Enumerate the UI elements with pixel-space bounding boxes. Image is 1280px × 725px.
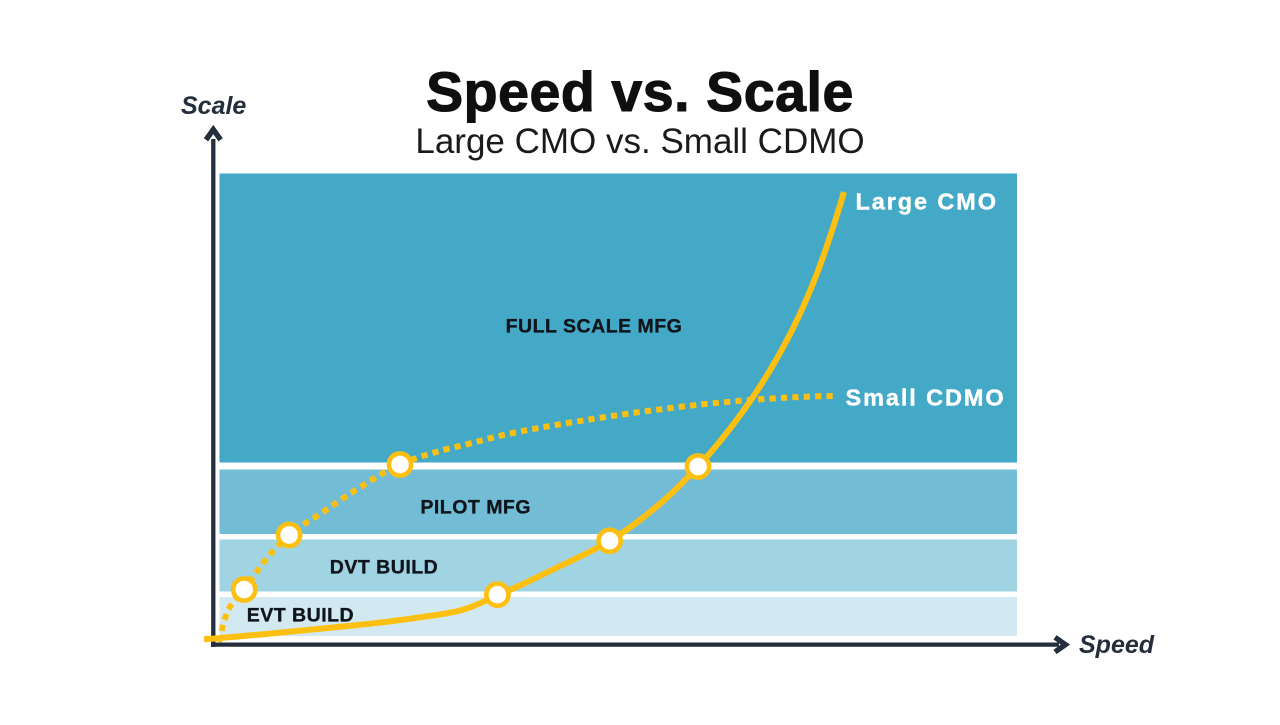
svg-text:Large CMO vs. Small CDMO: Large CMO vs. Small CDMO xyxy=(415,122,864,161)
svg-text:DVT BUILD: DVT BUILD xyxy=(330,557,439,579)
svg-text:Speed vs. Scale: Speed vs. Scale xyxy=(426,61,854,123)
svg-text:Large CMO: Large CMO xyxy=(856,189,998,215)
svg-text:Small CDMO: Small CDMO xyxy=(846,384,1006,410)
svg-text:PILOT MFG: PILOT MFG xyxy=(420,497,531,519)
svg-text:FULL SCALE MFG: FULL SCALE MFG xyxy=(506,315,683,337)
svg-text:Scale: Scale xyxy=(181,92,246,120)
svg-text:Speed: Speed xyxy=(1079,631,1155,659)
svg-text:EVT BUILD: EVT BUILD xyxy=(247,605,354,627)
